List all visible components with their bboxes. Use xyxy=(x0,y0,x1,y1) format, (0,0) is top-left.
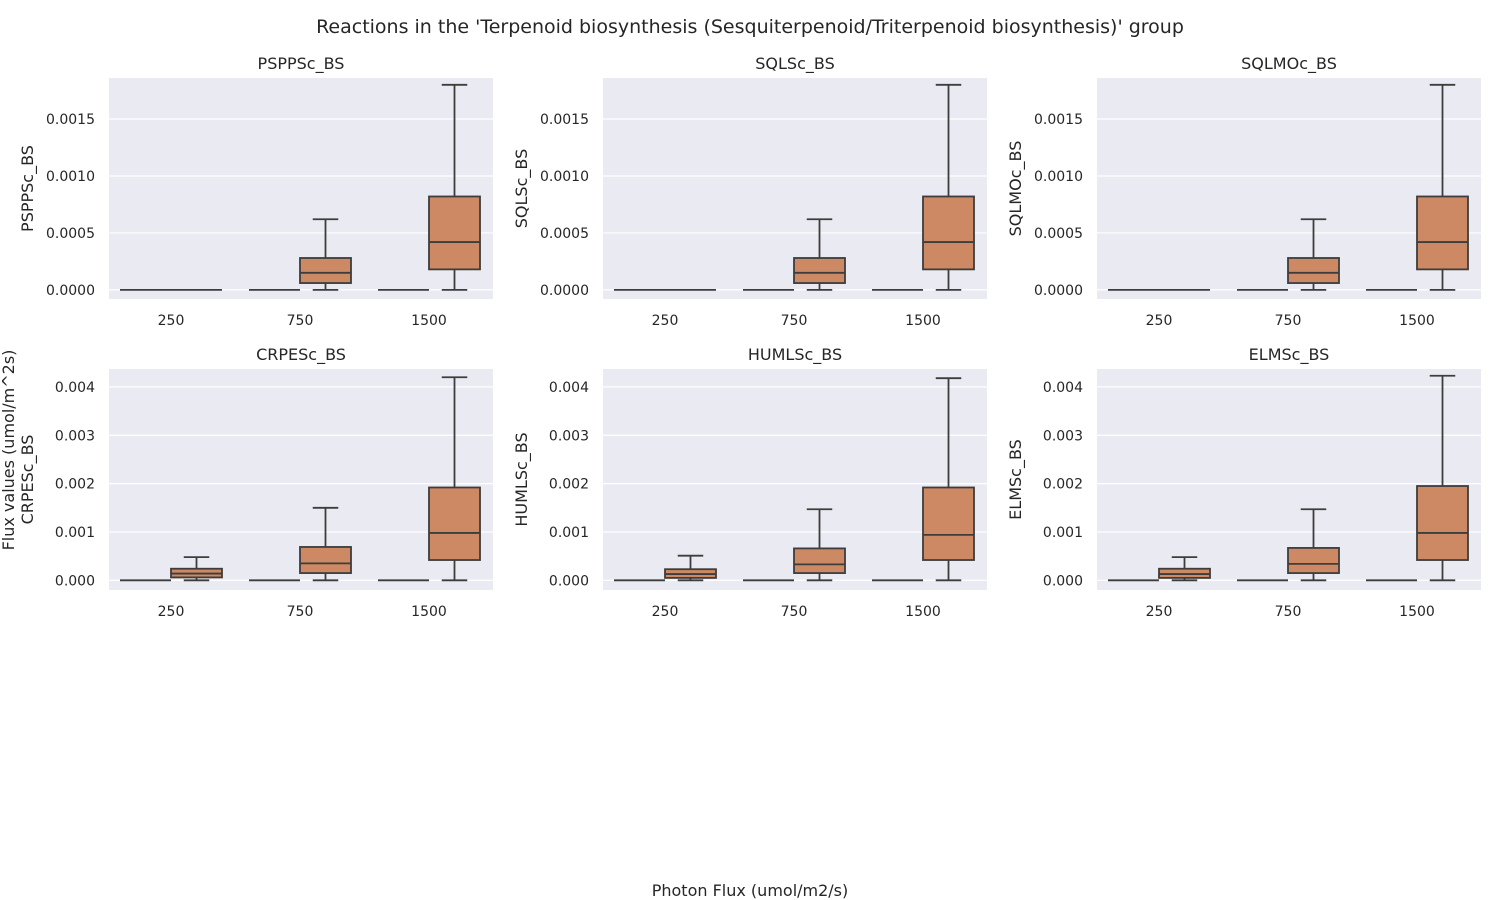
box-750-1 xyxy=(1287,218,1340,291)
box-body xyxy=(299,257,352,284)
x-tick-label: 750 xyxy=(781,313,808,329)
x-tick-label: 250 xyxy=(652,313,679,329)
y-tick-label: 0.000 xyxy=(1043,573,1083,589)
subplot-title: HUMLSc_BS xyxy=(748,345,842,365)
x-tick-label: 250 xyxy=(1146,313,1173,329)
y-tick-label: 0.000 xyxy=(55,573,95,589)
x-tick-label: 250 xyxy=(1146,604,1173,620)
y-tick-label: 0.0010 xyxy=(46,169,95,185)
box-750-1 xyxy=(793,218,846,291)
subplot-sqlmoc-bs: 0.0000 0.0005 0.0010 0.0015 250 750 1500 SQLMOc… xyxy=(1006,54,1481,329)
x-tick-label: 1500 xyxy=(905,313,941,329)
y-tick-label: 0.001 xyxy=(549,525,589,541)
box-250-1 xyxy=(1158,556,1211,582)
y-tick-label: 0.0000 xyxy=(46,283,95,299)
box-750-1 xyxy=(1287,508,1340,582)
y-tick-label: 0.0005 xyxy=(46,226,95,242)
y-tick-label: 0.0000 xyxy=(1034,283,1083,299)
y-axis-label: PSPPSc_BS xyxy=(18,145,38,232)
subplot-humlsc-bs: 0.000 0.001 0.002 0.003 0.004 250 750 1500 HUMLS… xyxy=(512,345,987,620)
box-body xyxy=(793,257,846,284)
y-tick-label: 0.0015 xyxy=(1034,112,1083,128)
y-tick-label: 0.004 xyxy=(55,380,95,396)
subplot-crpesc-bs: 0.000 0.001 0.002 0.003 0.004 250 750 1500 CRPES… xyxy=(18,345,493,620)
y-tick-label: 0.002 xyxy=(55,477,95,493)
subplot-sqlsc-bs: 0.0000 0.0005 0.0010 0.0015 250 750 1500 SQLSc_… xyxy=(512,54,987,329)
subplot-grid: 0.0000 0.0005 0.0010 0.0015 250 750 1500 PSPPSc… xyxy=(18,54,1481,620)
y-tick-label: 0.0005 xyxy=(540,226,589,242)
y-tick-label: 0.0000 xyxy=(540,283,589,299)
box-750-1 xyxy=(793,508,846,582)
box-1500-1 xyxy=(922,377,975,582)
subplot-psppsc-bs: 0.0000 0.0005 0.0010 0.0015 250 750 1500 PSPPSc… xyxy=(18,54,493,329)
box-body xyxy=(1416,195,1469,271)
y-tick-label: 0.000 xyxy=(549,573,589,589)
x-tick-label: 750 xyxy=(1275,604,1302,620)
y-tick-label: 0.003 xyxy=(1043,428,1083,444)
y-tick-label: 0.004 xyxy=(1043,380,1083,396)
x-tick-label: 250 xyxy=(158,604,185,620)
box-body xyxy=(922,486,975,561)
figure-title: Reactions in the 'Terpenoid biosynthesis… xyxy=(316,16,1184,38)
box-body xyxy=(1287,547,1340,574)
subplot-title: CRPESc_BS xyxy=(256,345,346,365)
y-tick-label: 0.002 xyxy=(549,477,589,493)
box-body xyxy=(1416,485,1469,561)
y-axis-label: CRPESc_BS xyxy=(18,435,38,525)
y-tick-label: 0.003 xyxy=(55,428,95,444)
y-tick-label: 0.0005 xyxy=(1034,226,1083,242)
y-tick-label: 0.004 xyxy=(549,380,589,396)
box-body xyxy=(428,486,481,561)
y-tick-label: 0.003 xyxy=(549,428,589,444)
box-1500-1 xyxy=(1416,374,1469,582)
x-tick-label: 1500 xyxy=(1399,604,1435,620)
x-tick-label: 750 xyxy=(1275,313,1302,329)
y-tick-label: 0.0015 xyxy=(46,112,95,128)
box-body xyxy=(1287,257,1340,284)
subplot-elmsc-bs: 0.000 0.001 0.002 0.003 0.004 250 750 1500 ELMSc… xyxy=(1006,345,1481,620)
box-body xyxy=(793,547,846,574)
figure-x-axis-label: Photon Flux (umol/m2/s) xyxy=(652,881,849,900)
box-body xyxy=(428,195,481,271)
subplot-title: ELMSc_BS xyxy=(1249,345,1330,365)
subplot-title: SQLMOc_BS xyxy=(1241,54,1337,74)
y-tick-label: 0.002 xyxy=(1043,477,1083,493)
x-tick-label: 250 xyxy=(158,313,185,329)
x-tick-label: 250 xyxy=(652,604,679,620)
x-tick-label: 1500 xyxy=(1399,313,1435,329)
box-250-1 xyxy=(170,556,223,582)
y-axis-label: SQLMOc_BS xyxy=(1006,141,1026,237)
y-tick-label: 0.001 xyxy=(55,525,95,541)
x-tick-label: 750 xyxy=(781,604,808,620)
box-1500-1 xyxy=(922,83,975,291)
x-tick-label: 1500 xyxy=(411,604,447,620)
subplot-title: PSPPSc_BS xyxy=(258,54,345,74)
figure-y-axis-label: Flux values (umol/m^2s) xyxy=(0,350,18,551)
x-tick-label: 1500 xyxy=(905,604,941,620)
subplot-title: SQLSc_BS xyxy=(755,54,834,74)
box-750-1 xyxy=(299,218,352,291)
y-tick-label: 0.0010 xyxy=(1034,169,1083,185)
box-1500-1 xyxy=(428,376,481,582)
y-axis-label: SQLSc_BS xyxy=(512,149,532,228)
box-1500-1 xyxy=(428,83,481,291)
x-tick-label: 1500 xyxy=(411,313,447,329)
y-axis-label: HUMLSc_BS xyxy=(512,432,532,526)
box-body xyxy=(299,546,352,574)
box-250-1 xyxy=(664,554,717,582)
y-tick-label: 0.0015 xyxy=(540,112,589,128)
y-tick-label: 0.001 xyxy=(1043,525,1083,541)
box-1500-1 xyxy=(1416,83,1469,291)
box-body xyxy=(922,195,975,271)
box-750-1 xyxy=(299,506,352,582)
x-tick-label: 750 xyxy=(287,604,314,620)
y-axis-label: ELMSc_BS xyxy=(1006,439,1026,520)
x-tick-label: 750 xyxy=(287,313,314,329)
y-tick-label: 0.0010 xyxy=(540,169,589,185)
